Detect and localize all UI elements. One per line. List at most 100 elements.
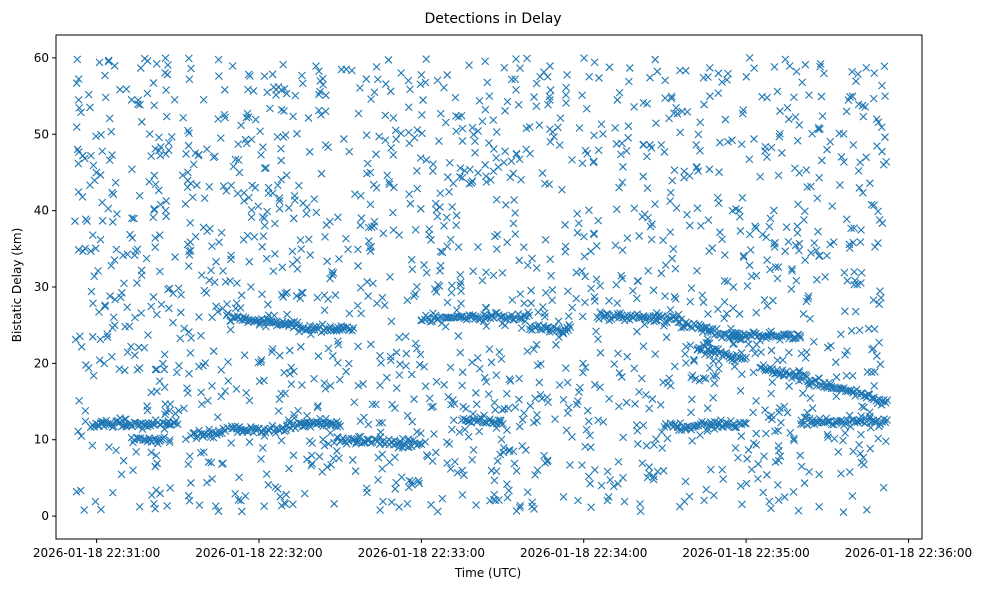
detection-point xyxy=(507,157,516,166)
detection-point xyxy=(530,505,539,513)
detection-point xyxy=(140,343,149,352)
detection-point xyxy=(375,418,384,427)
detection-point xyxy=(533,410,541,419)
detection-point xyxy=(870,325,879,334)
detection-point xyxy=(701,350,710,359)
detection-point xyxy=(105,114,114,123)
detection-point xyxy=(153,459,162,468)
detection-point xyxy=(592,327,600,336)
detection-point xyxy=(298,79,307,88)
detection-point xyxy=(789,93,798,102)
detection-point xyxy=(431,199,440,208)
detection-point xyxy=(761,142,770,151)
detection-point xyxy=(264,189,273,198)
detection-point xyxy=(506,377,515,385)
detection-point xyxy=(376,351,384,360)
detection-point xyxy=(161,410,170,419)
detection-point xyxy=(585,431,594,440)
y-axis-title: Bistatic Delay (km) xyxy=(10,228,24,343)
detection-point xyxy=(204,458,213,466)
detection-point xyxy=(677,426,686,435)
detection-point xyxy=(133,279,141,287)
detection-point xyxy=(605,296,613,305)
detection-point xyxy=(481,161,490,169)
detection-point xyxy=(497,435,506,444)
detection-point xyxy=(592,241,601,250)
detection-point xyxy=(857,226,865,234)
detection-point xyxy=(303,411,311,420)
detection-point xyxy=(617,373,626,381)
detection-point xyxy=(815,502,824,511)
detection-point xyxy=(847,326,856,335)
detection-point xyxy=(174,284,183,293)
detection-point xyxy=(638,459,647,468)
detection-point xyxy=(618,274,627,283)
detection-point xyxy=(545,92,554,101)
detection-point xyxy=(815,374,823,383)
detection-point xyxy=(546,137,555,146)
detection-point xyxy=(767,143,776,152)
detection-point xyxy=(605,394,614,403)
detection-point xyxy=(320,379,329,387)
detection-point xyxy=(354,109,363,118)
detection-point xyxy=(721,251,729,259)
detection-point xyxy=(87,287,96,296)
detection-point xyxy=(74,96,83,104)
detection-point xyxy=(466,165,474,174)
detection-point xyxy=(479,418,488,427)
detection-point xyxy=(458,381,466,390)
detection-point xyxy=(233,189,242,198)
detection-point xyxy=(518,415,527,424)
detection-point xyxy=(143,402,151,411)
detection-point xyxy=(850,280,859,289)
detection-point xyxy=(543,457,552,466)
detection-point xyxy=(750,135,758,143)
detection-point xyxy=(443,298,452,307)
detection-point xyxy=(651,350,660,359)
detection-point xyxy=(173,420,182,429)
detection-point xyxy=(536,390,545,399)
detection-point xyxy=(856,417,865,425)
detection-point xyxy=(703,404,712,413)
detection-point xyxy=(523,488,532,496)
detection-point xyxy=(389,226,398,235)
detection-point xyxy=(155,377,164,386)
detection-point xyxy=(152,486,161,495)
detection-point xyxy=(659,378,668,387)
detection-point xyxy=(725,352,734,361)
detection-point xyxy=(648,395,657,403)
detection-point xyxy=(708,244,717,252)
detection-point xyxy=(226,325,235,334)
detection-point xyxy=(666,306,675,314)
detection-point xyxy=(277,436,286,445)
detection-point xyxy=(110,61,119,70)
detection-point xyxy=(645,469,653,478)
detection-point xyxy=(380,301,389,310)
detection-point xyxy=(855,440,863,449)
detection-point xyxy=(623,234,632,242)
detection-point xyxy=(78,192,87,201)
detection-point xyxy=(813,275,821,284)
detection-point xyxy=(164,146,173,155)
detection-point xyxy=(130,214,138,223)
detection-point xyxy=(80,506,89,514)
detection-point xyxy=(416,204,425,213)
detection-point xyxy=(155,267,164,276)
detection-point xyxy=(672,103,680,112)
detection-point xyxy=(880,62,889,71)
detection-point xyxy=(485,92,494,101)
detection-point xyxy=(137,266,146,275)
detection-point xyxy=(454,243,463,251)
detection-point xyxy=(222,311,231,320)
detection-point xyxy=(508,296,517,304)
detection-point xyxy=(873,142,881,150)
detection-point xyxy=(273,485,282,493)
detection-point xyxy=(251,424,260,433)
detection-point xyxy=(854,70,862,79)
detection-point xyxy=(113,210,121,218)
detection-point xyxy=(792,67,801,76)
detection-point xyxy=(828,202,837,211)
detection-point xyxy=(419,96,427,104)
detection-point xyxy=(736,227,745,235)
detection-point xyxy=(111,178,120,187)
